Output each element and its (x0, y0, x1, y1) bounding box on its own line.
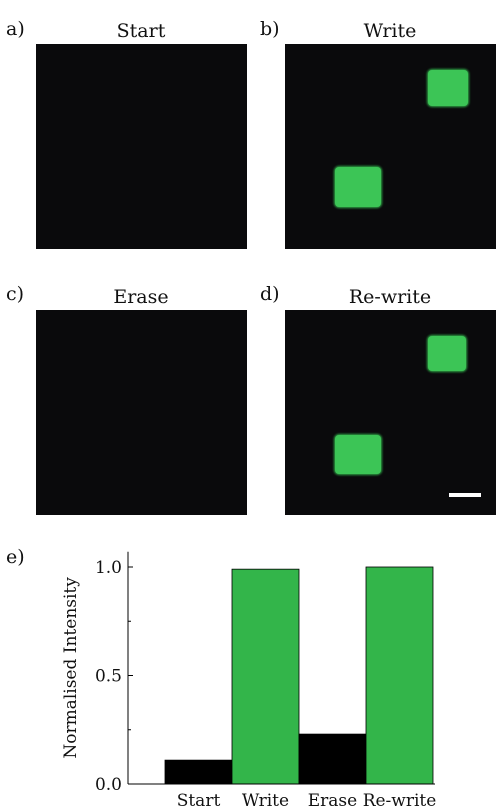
rewritten-spot-upper (428, 336, 466, 371)
fluorescence-image-erase (36, 310, 247, 515)
fluorescence-image-write (285, 44, 496, 249)
panel-letter-b: b) (260, 18, 280, 40)
y-tick-label: 0.5 (95, 667, 122, 687)
rewritten-spot-lower (335, 435, 381, 474)
bar-start (164, 759, 233, 785)
panel-title-write: Write (363, 20, 417, 42)
bar-re-write (365, 566, 434, 785)
fluorescence-image-rewrite (285, 310, 496, 515)
fluorescence-image-start (36, 44, 247, 249)
bar-erase (298, 733, 367, 785)
panel-letter-d: d) (260, 283, 280, 305)
panel-title-start: Start (116, 20, 166, 42)
bar-write (231, 568, 300, 785)
x-tick-label: Re-write (363, 791, 437, 811)
panel-letter-c: c) (6, 283, 25, 305)
x-tick-label: Erase (308, 791, 357, 811)
x-tick-label: Write (242, 791, 289, 811)
x-tick-label: Start (177, 791, 221, 811)
scale-bar (449, 493, 481, 497)
written-spot-upper (428, 70, 468, 106)
panel-letter-a: a) (6, 18, 25, 40)
y-tick-label: 0.0 (95, 775, 122, 795)
panel-letter-e: e) (6, 546, 25, 568)
y-axis-label: Normalised Intensity (61, 577, 81, 759)
panel-title-rewrite: Re-write (348, 286, 432, 308)
panel-title-erase: Erase (113, 286, 169, 308)
y-tick-label: 1.0 (95, 558, 122, 578)
written-spot-lower (335, 167, 381, 207)
